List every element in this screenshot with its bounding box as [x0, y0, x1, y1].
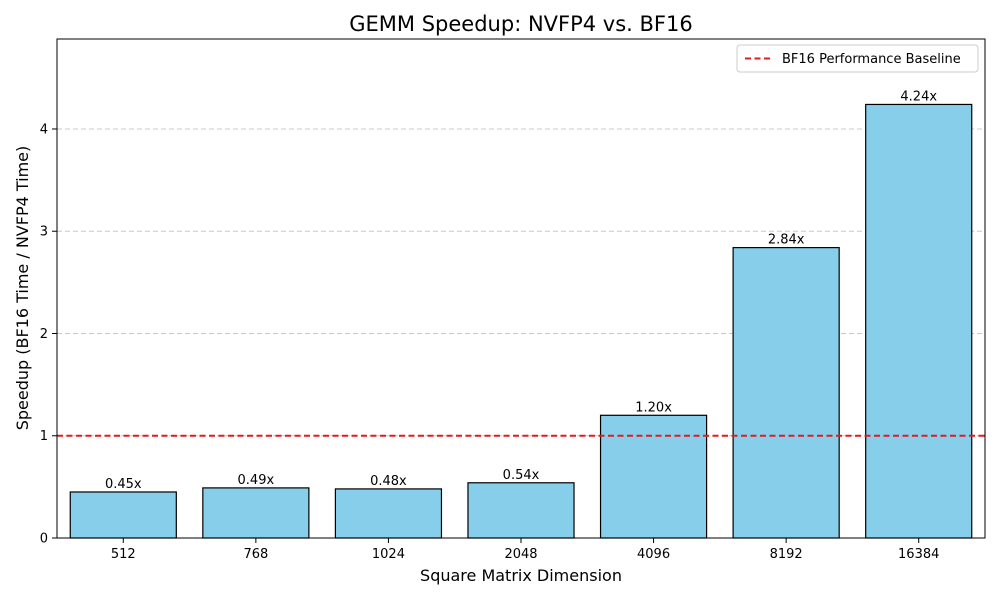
legend-box [736, 44, 979, 73]
x-ticks: 512 768 1024 2048 4096 8192 16384 [111, 538, 939, 562]
x-tick-label: 4096 [637, 547, 670, 562]
bar-value-label: 0.48x [370, 474, 407, 489]
bar-4096 [599, 414, 708, 539]
x-tick-label: 16384 [898, 547, 939, 562]
y-tick-label: 4 [40, 122, 48, 137]
chart-title: GEMM Speedup: NVFP4 vs. BF16 [349, 12, 692, 36]
bar-value-label: 4.24x [900, 89, 937, 104]
legend-baseline-label: BF16 Performance Baseline [782, 52, 961, 67]
bar-value-label: 0.54x [503, 468, 540, 483]
x-tick-label: 512 [111, 547, 136, 562]
x-tick-label: 2048 [504, 547, 537, 562]
y-tick-label: 0 [40, 532, 48, 547]
y-axis-title: Speedup (BF16 Time / NVFP4 Time) [13, 146, 32, 431]
bar-512 [69, 491, 177, 539]
bar-value-label: 2.84x [768, 233, 805, 248]
y-ticks: 0 1 2 3 4 [40, 122, 57, 547]
x-tick-label: 768 [243, 547, 268, 562]
bar-16384 [865, 103, 973, 539]
y-tick-label: 3 [40, 225, 48, 240]
y-tick-label: 1 [40, 429, 48, 444]
bar-8192 [732, 246, 840, 539]
bar-value-label: 0.49x [238, 473, 275, 488]
plot-frame [56, 38, 986, 539]
x-axis-title: Square Matrix Dimension [420, 566, 622, 585]
bar-2048 [467, 482, 575, 539]
x-tick-label: 1024 [372, 547, 405, 562]
bar-value-label: 0.45x [105, 477, 142, 492]
bars [69, 103, 973, 539]
bar-value-labels: 0.45x 0.49x 0.48x 0.54x 1.20x 2.84x 4.24x [105, 89, 937, 492]
bar-value-label: 1.20x [635, 400, 672, 415]
bar-1024 [334, 488, 443, 539]
legend: BF16 Performance Baseline [736, 44, 979, 73]
y-tick-label: 2 [40, 327, 48, 342]
axes [56, 38, 986, 539]
grid-lines [57, 128, 985, 437]
bar-768 [202, 487, 310, 539]
x-tick-label: 8192 [770, 547, 803, 562]
